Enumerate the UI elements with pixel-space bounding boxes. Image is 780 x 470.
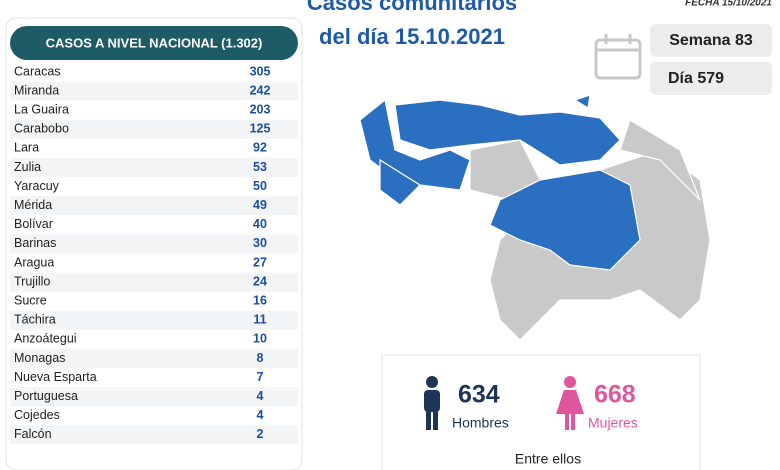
state-value: 30 xyxy=(253,236,267,250)
week: Semana 83 xyxy=(669,32,753,49)
state-name: Anzoátegui xyxy=(14,332,77,346)
state-value: 27 xyxy=(253,255,267,269)
men-value: 634 xyxy=(458,381,500,409)
male-icon xyxy=(424,376,440,430)
state-name: Bolívar xyxy=(14,217,53,231)
state-value: 305 xyxy=(250,64,271,78)
men-label: Hombres xyxy=(452,415,509,431)
state-value: 11 xyxy=(253,313,266,327)
state-name: La Guaira xyxy=(14,102,69,116)
row-stripe xyxy=(10,349,298,368)
state-name: Barinas xyxy=(14,236,56,250)
row-stripe xyxy=(10,387,298,407)
table-title: CASOS A NIVEL NACIONAL (1.302) xyxy=(46,35,263,50)
state-value: 40 xyxy=(253,217,267,231)
state-name: Lara xyxy=(14,141,39,155)
state-value: 92 xyxy=(253,141,267,155)
title-line2: del día 15.10.2021 xyxy=(319,24,505,49)
row-stripe xyxy=(10,310,298,330)
women-value: 668 xyxy=(594,381,636,409)
row-stripe xyxy=(10,81,298,101)
state-value: 53 xyxy=(253,160,267,174)
state-value: 4 xyxy=(257,408,264,422)
state-value: 50 xyxy=(253,179,267,193)
row-stripe xyxy=(10,119,298,139)
calendar-icon xyxy=(594,34,642,80)
row-stripe xyxy=(10,234,298,254)
row-stripe xyxy=(10,196,298,216)
table-header xyxy=(10,26,298,60)
women-label: Mujeres xyxy=(588,415,638,431)
row-stripe xyxy=(10,158,298,177)
note: Entre ellos xyxy=(515,451,581,467)
date: FECHA 15/10/2021 xyxy=(685,0,772,9)
title-line1: Casos comunitarios xyxy=(307,0,517,15)
state-value: 10 xyxy=(253,332,267,346)
state-name: Falcón xyxy=(14,427,52,441)
state-name: Yaracuy xyxy=(14,179,60,193)
state-value: 49 xyxy=(253,198,267,212)
state-name: Caracas xyxy=(14,64,61,78)
state-name: Trujillo xyxy=(14,274,50,288)
state-value: 125 xyxy=(250,122,271,136)
state-name: Monagas xyxy=(14,351,65,365)
state-name: Cojedes xyxy=(14,408,60,422)
map xyxy=(359,94,711,341)
state-name: Zulia xyxy=(14,160,41,174)
state-value: 16 xyxy=(253,293,267,307)
state-name: Táchira xyxy=(14,313,56,327)
state-value: 242 xyxy=(250,83,271,97)
female-icon xyxy=(556,376,584,430)
state-value: 203 xyxy=(250,102,271,116)
state-value: 24 xyxy=(253,274,267,288)
week-box xyxy=(650,24,772,57)
state-name: Miranda xyxy=(14,83,59,97)
day-box xyxy=(650,62,772,95)
row-stripe xyxy=(10,272,298,292)
state-name: Nueva Esparta xyxy=(14,370,97,384)
state-value: 2 xyxy=(257,427,264,441)
row-stripe xyxy=(10,425,298,445)
state-value: 4 xyxy=(257,389,264,403)
state-value: 7 xyxy=(257,370,264,384)
state-value: 8 xyxy=(257,351,264,365)
state-name: Mérida xyxy=(14,198,52,212)
state-name: Aragua xyxy=(14,255,54,269)
day: Día 579 xyxy=(668,70,724,87)
state-name: Carabobo xyxy=(14,122,69,136)
state-name: Portuguesa xyxy=(14,389,78,403)
state-name: Sucre xyxy=(14,293,47,307)
